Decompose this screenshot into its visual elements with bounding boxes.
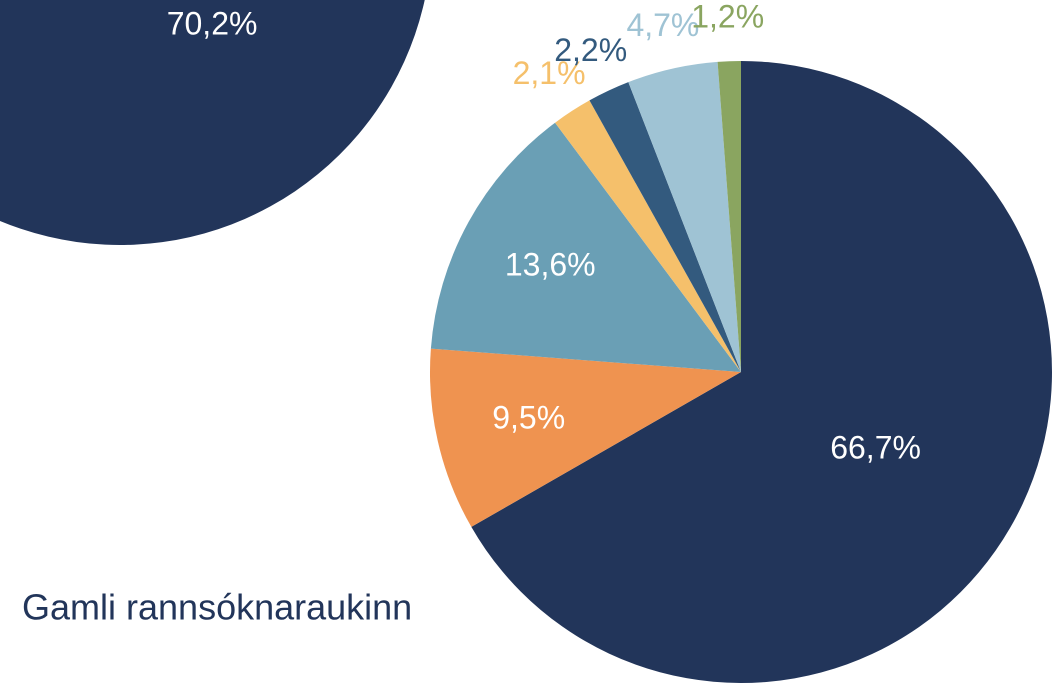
- pie-slice: [471, 61, 1052, 683]
- data-label: 9,5%: [492, 400, 565, 436]
- pie-slice: [589, 82, 741, 372]
- pie-slice: [717, 61, 741, 372]
- data-label: 70,2%: [167, 6, 258, 42]
- pie-slice: [628, 61, 741, 373]
- data-label: 2,2%: [554, 32, 627, 68]
- pie-slice: [555, 100, 741, 372]
- pie-slice: [430, 122, 741, 372]
- pie-slice: [430, 348, 741, 527]
- data-label: 2,1%: [513, 55, 586, 91]
- data-label: 66,7%: [830, 429, 921, 465]
- data-label: 1,2%: [691, 0, 764, 35]
- pie-slice: [0, 0, 425, 245]
- data-label: 13,6%: [505, 247, 596, 283]
- data-label: 4,7%: [626, 7, 699, 43]
- caption: Gamli rannsóknaraukinn: [22, 587, 412, 628]
